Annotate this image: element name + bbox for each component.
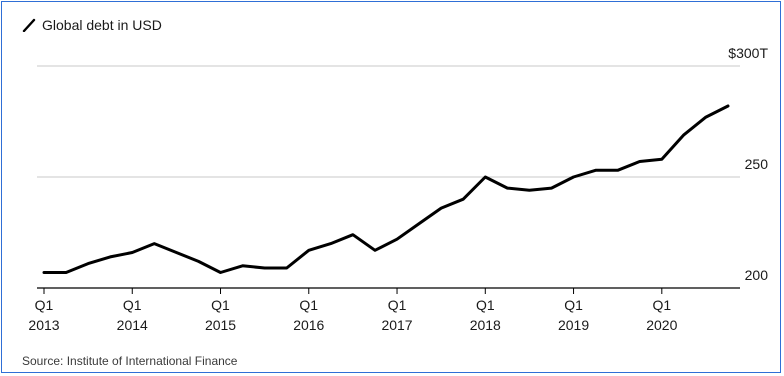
x-tick-year: 2013	[28, 317, 59, 333]
legend-label: Global debt in USD	[42, 17, 162, 33]
x-tick-quarter: Q1	[476, 297, 495, 313]
x-tick-quarter: Q1	[35, 297, 54, 313]
x-tick-quarter: Q1	[211, 297, 230, 313]
gridlines	[37, 65, 740, 178]
x-tick-year: 2015	[205, 317, 236, 333]
series-line-global-debt	[42, 104, 730, 274]
diagonal-line-icon	[22, 18, 36, 32]
x-tick-quarter: Q1	[388, 297, 407, 313]
x-tick-year: 2019	[558, 317, 589, 333]
x-tick-year: 2020	[646, 317, 677, 333]
y-tick-label: 200	[745, 267, 769, 283]
legend: Global debt in USD	[22, 14, 162, 36]
x-tick-year: 2017	[381, 317, 412, 333]
x-axis-ticks: Q1 2013 Q1 2014 Q1 2015 Q1 2016 Q1 2017 Q1 2018 Q1 20…	[28, 288, 678, 333]
x-tick-year: 2016	[293, 317, 324, 333]
x-tick-quarter: Q1	[564, 297, 583, 313]
x-tick-quarter: Q1	[299, 297, 318, 313]
line-chart: $300T 250 200 Q1 2013 Q1 2014 Q1 2015 Q1 2016 Q1 20…	[28, 45, 768, 333]
x-tick-year: 2014	[117, 317, 148, 333]
x-tick-quarter: Q1	[123, 297, 142, 313]
source-note: Source: Institute of International Finan…	[22, 354, 238, 368]
y-axis-ticks: $300T 250 200	[728, 45, 768, 283]
y-tick-label: $300T	[728, 45, 768, 61]
x-tick-year: 2018	[470, 317, 501, 333]
y-tick-label: 250	[745, 156, 769, 172]
x-tick-quarter: Q1	[652, 297, 671, 313]
